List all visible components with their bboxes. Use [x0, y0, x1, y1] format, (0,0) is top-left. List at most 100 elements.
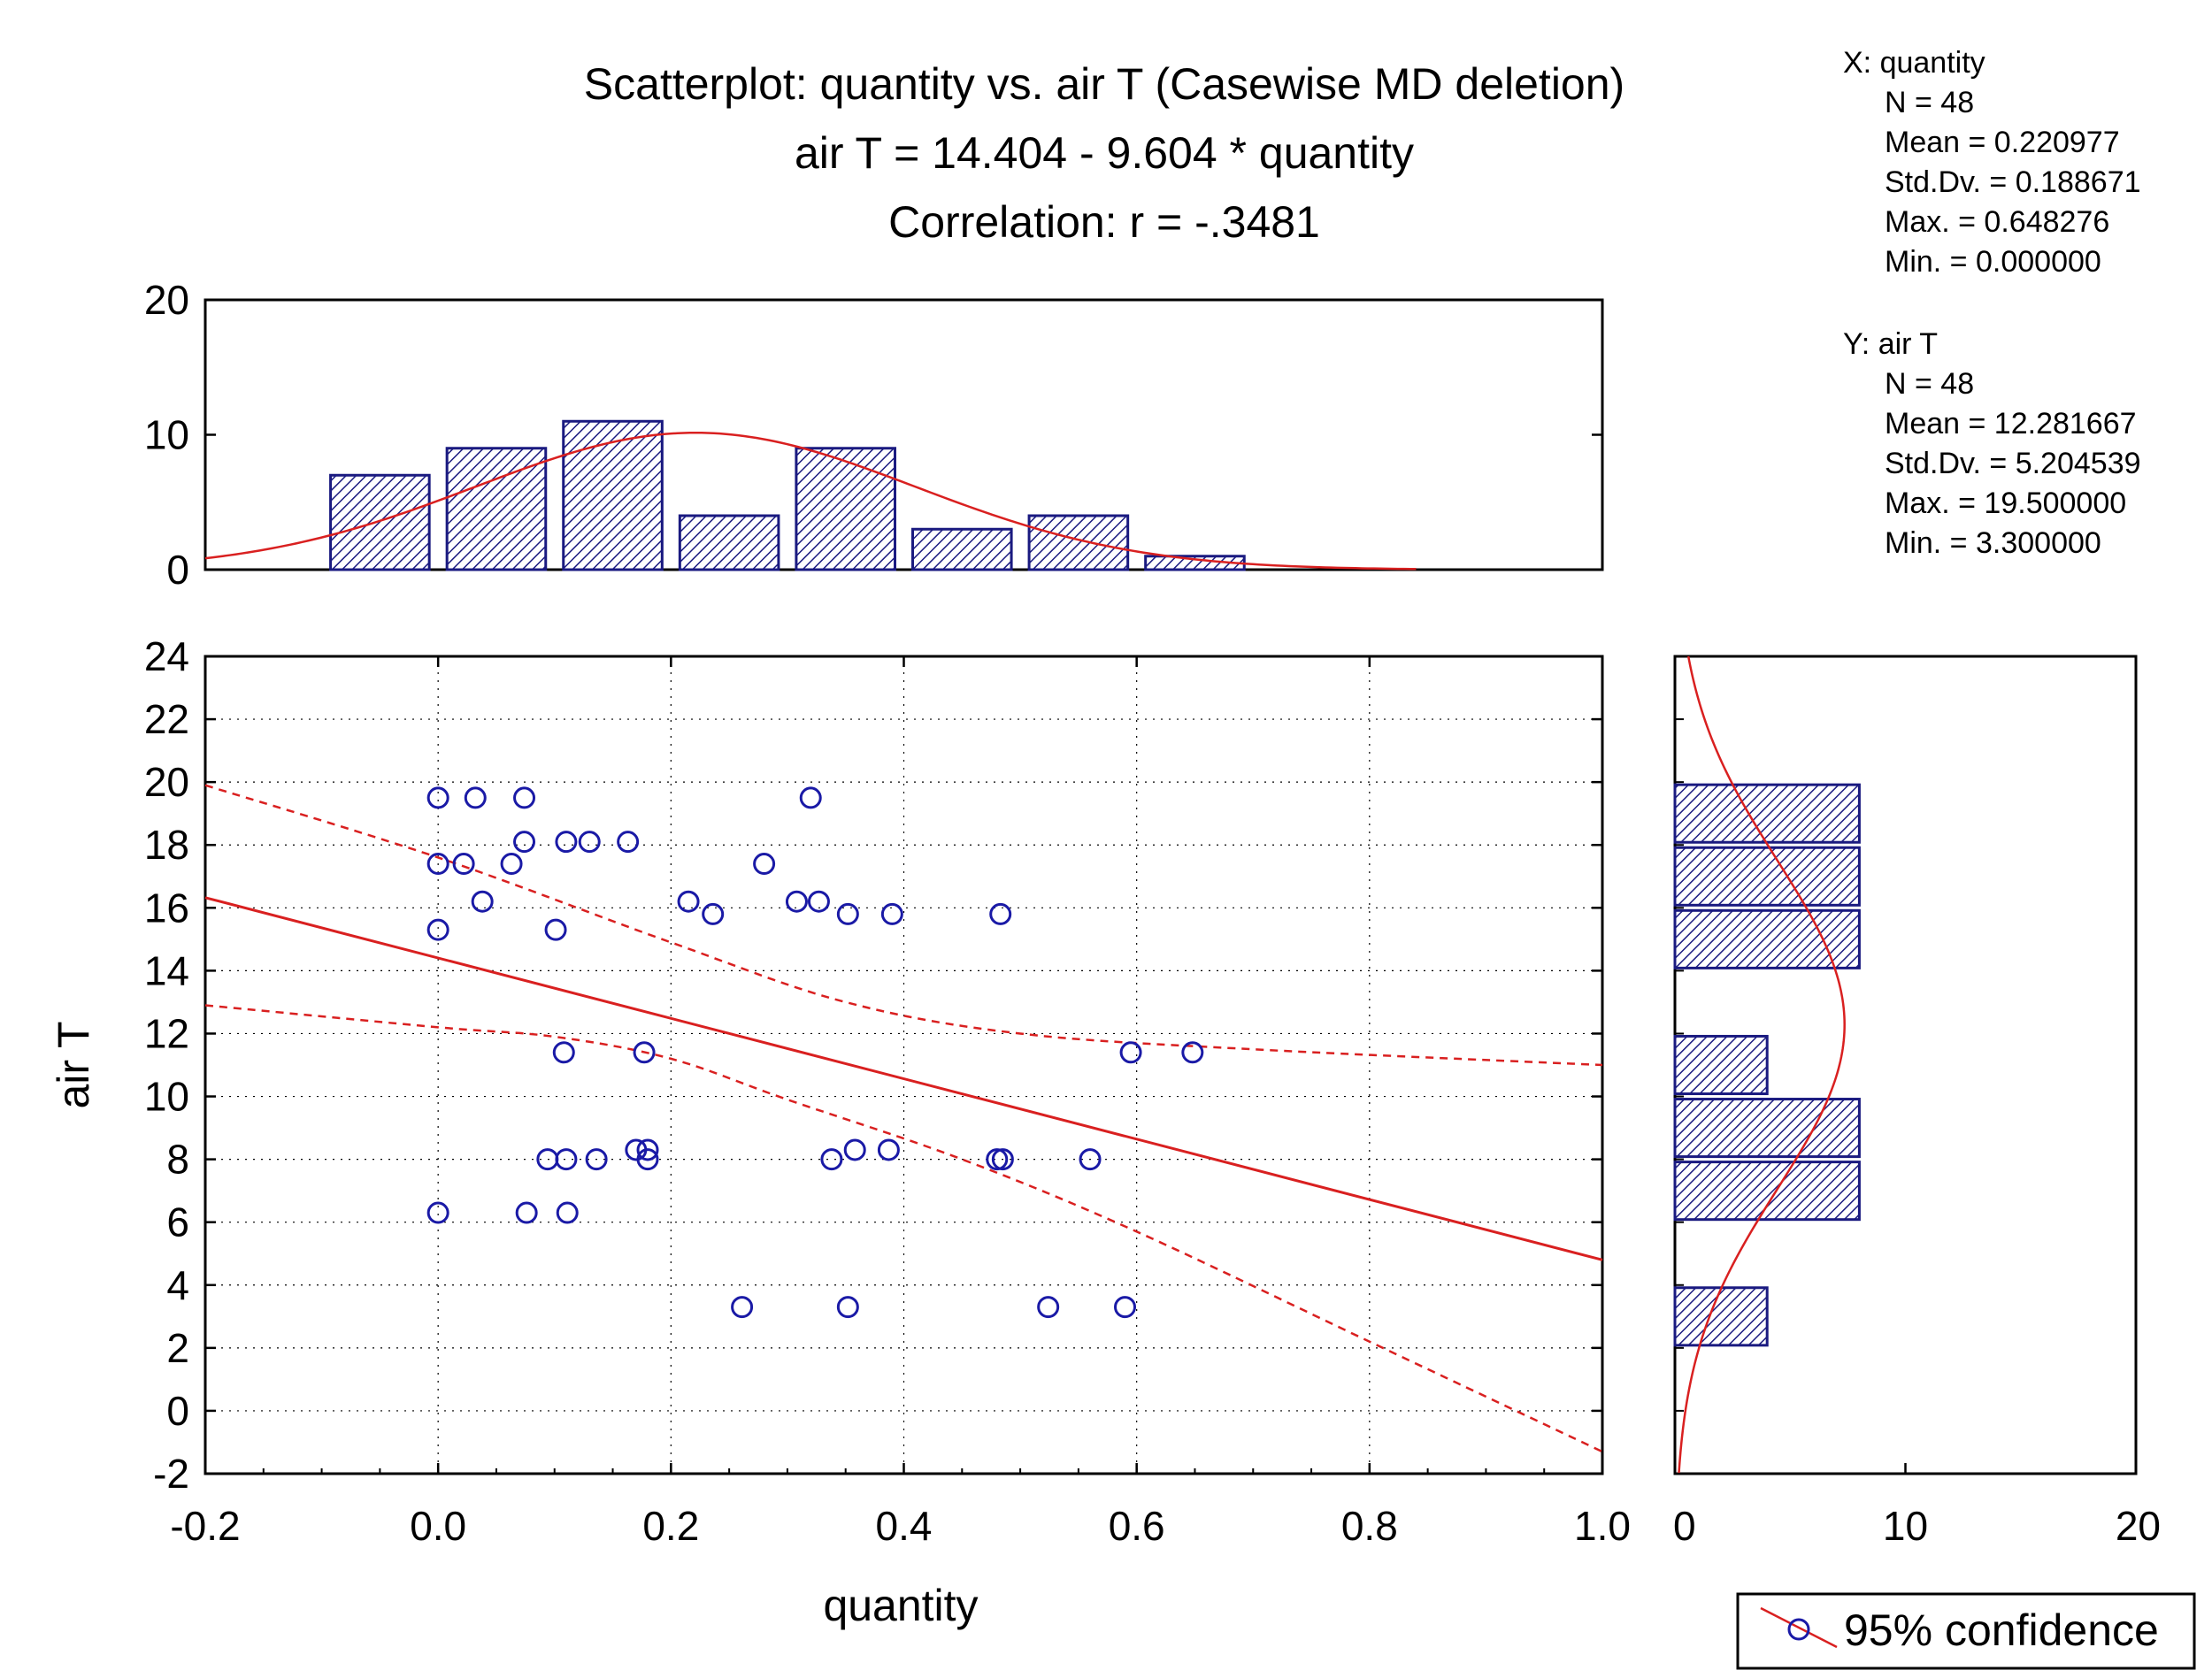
data-point [617, 831, 640, 854]
histogram-bar [1673, 783, 1861, 844]
y-stat-min: Min. = 3.300000 [1885, 526, 2101, 560]
histogram-bar [1673, 908, 1861, 969]
right-hist-x-tick-label: 20 [2116, 1503, 2161, 1549]
data-point [464, 786, 487, 809]
data-point [452, 853, 475, 876]
data-point [426, 853, 449, 876]
histogram-bar [1027, 514, 1130, 571]
regression-line [204, 896, 1603, 1261]
histogram-bar [795, 447, 897, 571]
air-t-normal-curve [1678, 655, 1846, 1475]
x-stats-header: X: quantity [1843, 46, 1985, 80]
y-stats-header: Y: air T [1843, 327, 1938, 361]
right-hist-x-tick-label: 0 [1673, 1503, 1696, 1549]
data-point [513, 786, 536, 809]
top-hist-y-tick-label: 20 [144, 277, 189, 323]
data-point [731, 1296, 754, 1319]
legend-line-sample [1760, 1606, 1838, 1649]
confidence-band-upper [204, 784, 1603, 1067]
histogram-bar [329, 473, 431, 571]
y-tick-label: 14 [144, 947, 189, 993]
data-point [753, 853, 776, 876]
histogram-bar [1673, 846, 1861, 907]
y-tick-label: -2 [153, 1451, 189, 1497]
y-tick-label: 10 [144, 1074, 189, 1120]
legend-label: 95% confidence [1844, 1605, 2159, 1655]
legend-box [1736, 1592, 2196, 1670]
data-point [991, 1148, 1014, 1171]
histogram-bar [445, 447, 548, 571]
y-tick-label: 22 [144, 696, 189, 742]
y-stat-mean: Mean = 12.281667 [1885, 407, 2137, 441]
confidence-band-lower [204, 1004, 1603, 1453]
y-tick-label: 4 [166, 1262, 189, 1308]
x-stat-min: Min. = 0.000000 [1885, 245, 2101, 279]
data-point [1114, 1296, 1137, 1319]
y-tick-label: 0 [166, 1388, 189, 1434]
data-point [636, 1148, 659, 1171]
data-point [877, 1138, 900, 1161]
data-point [989, 902, 1012, 925]
stats-panel: X: quantity N = 48 Mean = 0.220977 Std.D… [1843, 46, 2141, 560]
data-point [585, 1148, 608, 1171]
data-point [677, 890, 700, 913]
data-point [578, 831, 601, 854]
x-stat-mean: Mean = 0.220977 [1885, 126, 2120, 159]
y-tick-label: 6 [166, 1199, 189, 1245]
data-point [555, 1148, 578, 1171]
data-point [1119, 1041, 1142, 1064]
y-stat-n: N = 48 [1885, 367, 1974, 401]
top-hist-y-tick-label: 10 [144, 412, 189, 458]
data-point [1037, 1296, 1060, 1319]
data-point [820, 1148, 843, 1171]
data-point [544, 918, 567, 941]
histogram-bar [911, 527, 1013, 571]
scatter-plot: -0.2 0.0 0.2 0.4 0.6 0.8 1.0-20246810121416182… [49, 633, 1631, 1630]
data-point [515, 1201, 538, 1224]
data-point [702, 902, 725, 925]
data-point [555, 831, 578, 854]
y-tick-label: 12 [144, 1010, 189, 1056]
quantity-normal-curve [204, 431, 1417, 571]
x-tick-label: 0.6 [1109, 1503, 1165, 1549]
y-tick-label: 16 [144, 885, 189, 931]
y-stat-sd: Std.Dv. = 5.204539 [1885, 447, 2141, 480]
data-point [807, 890, 830, 913]
correlation-label: Correlation: r = -.3481 [888, 197, 1320, 247]
y-tick-label: 20 [144, 759, 189, 805]
right-hist-x-tick-label: 10 [1883, 1503, 1928, 1549]
scatter-plot-frame [204, 655, 1604, 1475]
data-point [426, 918, 449, 941]
histogram-bar [1673, 1286, 1769, 1347]
y-tick-label: 18 [144, 822, 189, 868]
data-point [426, 786, 449, 809]
y-tick-label: 2 [166, 1325, 189, 1371]
data-point [513, 831, 536, 854]
data-point [843, 1138, 866, 1161]
x-tick-label: 1.0 [1574, 1503, 1631, 1549]
data-point [556, 1201, 579, 1224]
histogram-bar [1673, 1098, 1861, 1159]
quantity-histogram: 0 10 20 [144, 277, 1604, 593]
histogram-bar [1673, 1034, 1769, 1096]
data-point [1079, 1148, 1102, 1171]
x-tick-label: -0.2 [170, 1503, 240, 1549]
regression-equation: air T = 14.404 - 9.604 * quantity [795, 128, 1414, 178]
histogram-bar [678, 514, 780, 571]
data-point [986, 1148, 1009, 1171]
data-point [836, 1296, 859, 1319]
data-point [552, 1041, 575, 1064]
y-tick-label: 8 [166, 1137, 189, 1183]
data-point [636, 1138, 659, 1161]
y-tick-label: 24 [144, 633, 189, 679]
x-tick-label: 0.8 [1341, 1503, 1398, 1549]
data-point [880, 902, 903, 925]
data-point [426, 1201, 449, 1224]
x-axis-title: quantity [823, 1581, 978, 1630]
x-stat-n: N = 48 [1885, 86, 1974, 119]
data-point [836, 902, 859, 925]
air-t-histogram: 0 10 20 [1673, 655, 2161, 1549]
y-stat-max: Max. = 19.500000 [1885, 487, 2126, 520]
x-tick-label: 0.2 [642, 1503, 699, 1549]
x-tick-label: 0.4 [876, 1503, 933, 1549]
